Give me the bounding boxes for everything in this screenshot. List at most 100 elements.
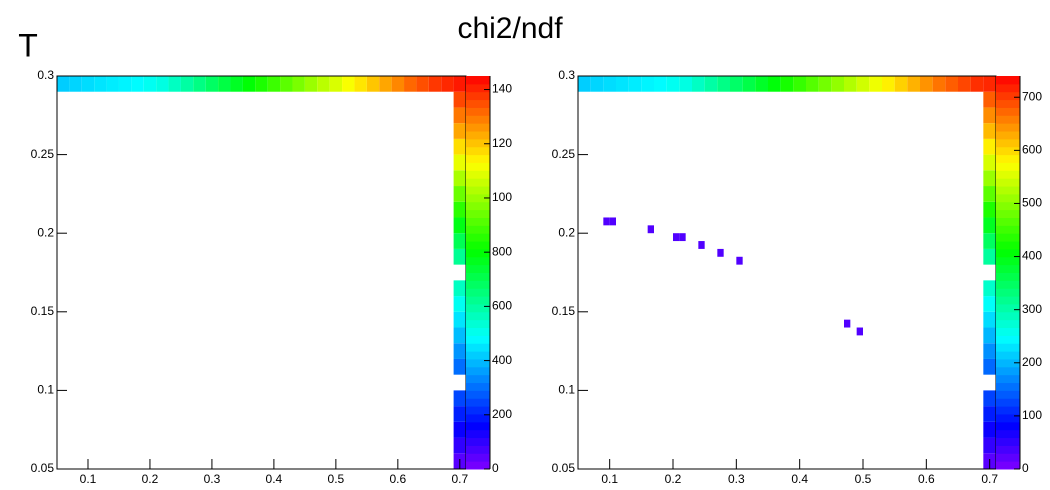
cell: [57, 76, 70, 92]
cell: [453, 358, 466, 375]
palette-stripe: [996, 374, 1020, 384]
x-tick-label: 0.6: [918, 472, 935, 486]
plot-frame: [577, 75, 997, 470]
x-tick-label: 0.7: [981, 472, 998, 486]
palette-stripe: [996, 343, 1020, 352]
cell: [342, 76, 355, 92]
cell: [143, 76, 157, 92]
palette-stripe: [466, 83, 490, 93]
palette-stripe: [466, 445, 490, 454]
palette-stripe: [996, 115, 1020, 124]
cell: [983, 311, 996, 328]
cell: [983, 421, 996, 438]
cell: [242, 76, 256, 92]
cell: [453, 107, 466, 124]
y-tick-label: 0.1: [37, 383, 54, 397]
palette-stripe: [996, 233, 1020, 242]
cell: [983, 91, 996, 108]
cell: [894, 76, 908, 92]
cell: [180, 76, 194, 92]
cell: [453, 186, 466, 202]
palette-stripe: [996, 335, 1020, 344]
z-tick-label: 0: [1022, 461, 1029, 475]
cell: [673, 233, 680, 242]
palette-stripe: [466, 296, 490, 305]
palette-stripe: [466, 217, 490, 226]
cell: [428, 76, 442, 92]
cell: [329, 76, 343, 92]
cell: [168, 76, 181, 92]
cell: [603, 217, 610, 226]
cell: [616, 76, 629, 92]
palette-stripe: [466, 264, 490, 273]
cell: [118, 76, 132, 92]
cell: [679, 233, 686, 242]
palette-stripe: [466, 358, 490, 368]
palette-stripe: [996, 217, 1020, 226]
palette-stripe: [466, 123, 490, 132]
cell: [983, 280, 996, 297]
cell: [983, 123, 996, 139]
cell: [654, 76, 667, 92]
palette-stripe: [996, 327, 1020, 336]
z-tick-label: 700: [1022, 89, 1042, 103]
palette-stripe: [466, 319, 490, 329]
palette-stripe: [466, 138, 490, 148]
cell: [844, 76, 857, 92]
y-tick-label: 0.3: [558, 68, 575, 82]
cell: [453, 421, 466, 438]
cell: [679, 76, 692, 92]
palette-stripe: [466, 374, 490, 384]
palette-stripe: [996, 303, 1020, 313]
cell: [255, 76, 268, 92]
x-tick-label: 0.3: [204, 472, 221, 486]
palette-stripe: [466, 406, 490, 415]
cell: [983, 296, 996, 312]
palette-stripe: [466, 421, 490, 431]
palette-stripe: [466, 327, 490, 336]
cell: [94, 76, 107, 92]
cell: [768, 76, 781, 92]
x-tick-label: 0.3: [728, 472, 745, 486]
cell: [453, 76, 466, 92]
palette-stripe: [996, 264, 1020, 273]
palette-stripe: [466, 225, 490, 234]
cell: [983, 390, 996, 407]
cell: [354, 76, 367, 92]
cell: [416, 76, 429, 92]
palette-stripe: [466, 413, 490, 423]
cell: [983, 358, 996, 375]
z-tick-label: 100: [492, 190, 512, 204]
cell: [856, 76, 870, 92]
palette-stripe: [466, 335, 490, 344]
x-tick-label: 0.5: [855, 472, 872, 486]
cell: [983, 107, 996, 124]
palette-stripe: [466, 76, 490, 85]
cell: [453, 201, 466, 218]
cell: [983, 233, 996, 249]
palette-stripe: [466, 241, 490, 250]
cell: [366, 76, 380, 92]
cell: [404, 76, 417, 92]
cell: [730, 76, 743, 92]
palette-stripe: [466, 99, 490, 108]
cell: [818, 76, 832, 92]
cell: [453, 91, 466, 108]
palette-stripe: [466, 186, 490, 195]
cell: [844, 319, 851, 328]
palette-stripe: [466, 154, 490, 163]
cell: [793, 76, 806, 92]
palette-stripe: [466, 131, 490, 140]
palette-stripe: [996, 351, 1020, 360]
cell: [280, 76, 293, 92]
cell: [869, 76, 882, 92]
palette-stripe: [996, 296, 1020, 305]
palette-stripe: [466, 343, 490, 352]
plot-frame: [56, 75, 467, 470]
cell: [317, 76, 330, 92]
palette-stripe: [996, 453, 1020, 462]
palette-stripe: [996, 256, 1020, 266]
z-tick-label: 300: [1022, 302, 1042, 316]
cell: [453, 311, 466, 328]
